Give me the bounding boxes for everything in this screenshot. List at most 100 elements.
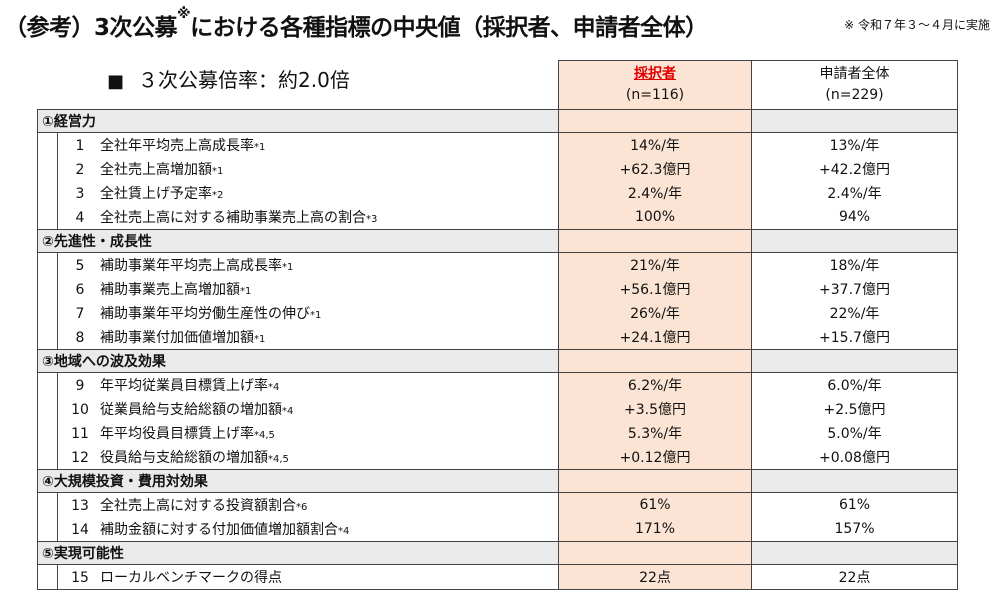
indent-divider [57,372,58,470]
indicator-label: 補助事業付加価値増加額 [100,330,254,346]
section-label: ②先進性・成長性 [37,229,559,253]
section-row: ③地域への波及効果 [37,349,958,373]
survey-note: ※ 令和７年３～４月に実施 [844,18,990,32]
section-accepted-cell [558,349,752,373]
indicator-annotation: *4 [268,382,280,393]
indicator-label: 全社年平均売上高成長率 [100,138,254,154]
table-row: 9 年平均従業員目標賃上げ率*4 6.2%/年 6.0%/年 [37,372,958,397]
indicator-label: 補助事業年平均売上高成長率 [100,258,282,274]
accepted-value: 21%/年 [558,252,752,277]
indicator-annotation: *1 [240,286,252,297]
title-mark: ※ [177,6,191,22]
section-applicants-cell [751,229,958,253]
indicator-label: 全社売上高に対する投資額割合 [100,498,296,514]
applicants-value: +15.7億円 [751,325,958,350]
indicator-label: 補助事業年平均労働生産性の伸び [100,306,310,322]
accepted-n: (n=116) [625,87,685,103]
applicants-value: +0.08億円 [751,445,958,470]
accepted-label: 採択者 [634,66,676,82]
indicator-annotation: *1 [254,142,266,153]
section-applicants-cell [751,109,958,133]
indicator-cell: 11 年平均役員目標賃上げ率*4,5 [37,421,559,445]
indicator-annotation: *4,5 [254,430,275,441]
indicator-label: 全社売上高増加額 [100,162,212,178]
section-label: ③地域への波及効果 [37,349,559,373]
indicator-label: 全社賃上げ予定率 [100,186,212,202]
indicator-number: 15 [71,570,89,586]
indicator-cell: 3 全社賃上げ予定率*2 [37,181,559,205]
table-row: 3 全社賃上げ予定率*2 2.4%/年 2.4%/年 [37,181,958,205]
accepted-value: 61% [558,492,752,517]
indicator-number: 7 [75,306,85,322]
header-blank-cell [37,60,559,110]
applicants-value: 6.0%/年 [751,372,958,397]
accepted-value: +56.1億円 [558,277,752,301]
applicants-n: (n=229) [825,87,884,103]
indicator-cell: 4 全社売上高に対する補助事業売上高の割合*3 [37,205,559,230]
indicator-number: 9 [75,378,85,394]
indicator-cell: 10 従業員給与支給総額の増加額*4 [37,397,559,421]
section-row: ④大規模投資・費用対効果 [37,469,958,493]
indicator-cell: 15 ローカルベンチマークの得点 [37,564,559,590]
indicator-label: 補助事業売上高増加額 [100,282,240,298]
indicator-number: 8 [75,330,85,346]
indicator-cell: 6 補助事業売上高増加額*1 [37,277,559,301]
section-label: ⑤実現可能性 [37,541,559,565]
indicator-label: ローカルベンチマークの得点 [100,570,282,586]
accepted-value: +0.12億円 [558,445,752,470]
header-accepted: 採択者 (n=116) [558,60,752,110]
applicants-value: 22点 [751,564,958,590]
indent-divider [57,564,58,590]
indicator-number: 1 [75,138,85,154]
indicator-annotation: *4 [282,406,294,417]
applicants-value: 5.0%/年 [751,421,958,445]
table-row: 1 全社年平均売上高成長率*1 14%/年 13%/年 [37,132,958,157]
indicator-number: 13 [71,498,89,514]
indicator-annotation: *6 [296,502,308,513]
accepted-value: 2.4%/年 [558,181,752,205]
table-row: 15 ローカルベンチマークの得点 22点 22点 [37,564,958,590]
indicator-label: 補助金額に対する付加価値増加額割合 [100,522,338,538]
section-applicants-cell [751,469,958,493]
applicants-value: 18%/年 [751,252,958,277]
table-row: 14 補助金額に対する付加価値増加額割合*4 171% 157% [37,517,958,542]
section-accepted-cell [558,229,752,253]
indicator-annotation: *1 [282,262,294,273]
indicator-number: 11 [71,426,89,442]
indicator-cell: 8 補助事業付加価値増加額*1 [37,325,559,350]
indicator-number: 12 [71,450,89,466]
indicator-cell: 14 補助金額に対する付加価値増加額割合*4 [37,517,559,542]
accepted-value: +24.1億円 [558,325,752,350]
page-title: （参考）3次公募※における各種指標の中央値（採択者、申請者全体） [4,6,708,42]
indicator-annotation: *3 [366,214,378,225]
indicator-number: 4 [75,210,85,226]
indicator-annotation: *1 [212,166,224,177]
accepted-value: +62.3億円 [558,157,752,181]
applicants-value: +37.7億円 [751,277,958,301]
applicants-label: 申請者全体 [819,66,890,82]
applicants-value: 2.4%/年 [751,181,958,205]
applicants-value: 13%/年 [751,132,958,157]
indicator-cell: 5 補助事業年平均売上高成長率*1 [37,252,559,277]
indicator-number: 14 [71,522,89,538]
accepted-value: 100% [558,205,752,230]
header-applicants: 申請者全体 (n=229) [751,60,958,110]
indicator-number: 5 [75,258,85,274]
indicator-label: 年平均従業員目標賃上げ率 [100,378,268,394]
applicants-value: 157% [751,517,958,542]
indicator-label: 年平均役員目標賃上げ率 [100,426,254,442]
indicator-label: 役員給与支給総額の増加額 [100,450,268,466]
section-row: ①経営力 [37,109,958,133]
indent-divider [57,132,58,230]
section-label: ④大規模投資・費用対効果 [37,469,559,493]
indicator-annotation: *2 [212,190,224,201]
title-rest: における各種指標の中央値（採択者、申請者全体） [190,15,708,41]
table-row: 8 補助事業付加価値増加額*1 +24.1億円 +15.7億円 [37,325,958,350]
indicator-cell: 2 全社売上高増加額*1 [37,157,559,181]
indicator-number: 6 [75,282,85,298]
indicator-number: 2 [75,162,85,178]
indicator-annotation: *1 [254,334,266,345]
accepted-value: 6.2%/年 [558,372,752,397]
table-row: 10 従業員給与支給総額の増加額*4 +3.5億円 +2.5億円 [37,397,958,421]
section-row: ⑤実現可能性 [37,541,958,565]
